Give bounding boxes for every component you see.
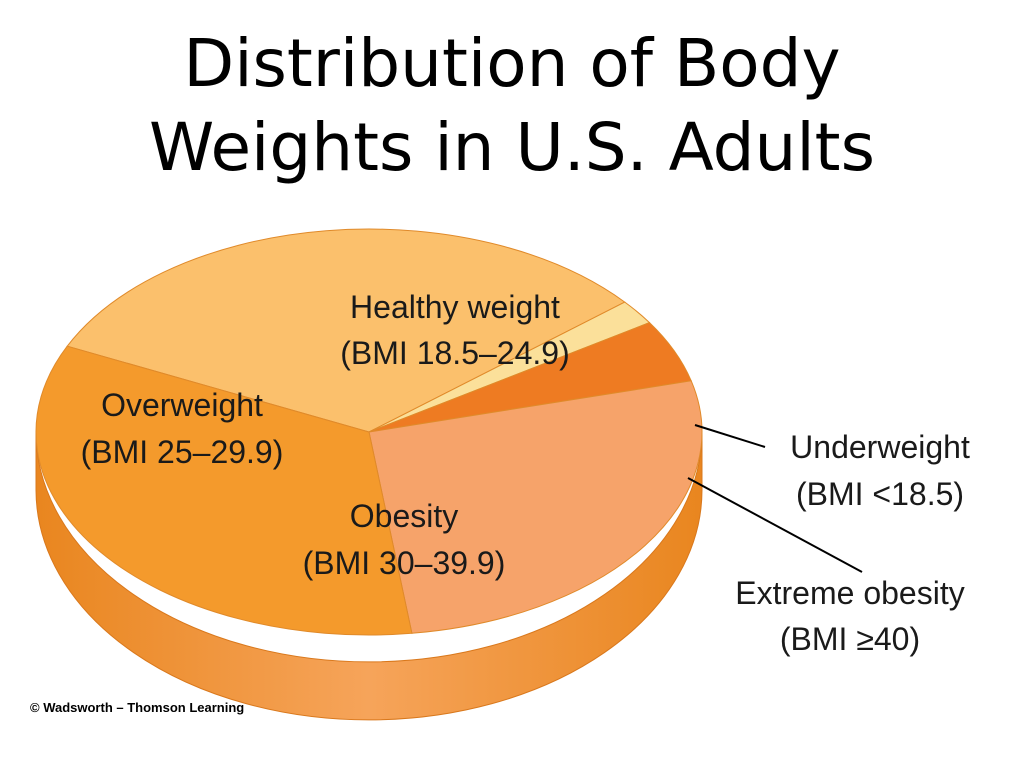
page-title: Distribution of Body Weights in U.S. Adu… xyxy=(0,22,1024,190)
leader-line-underweight xyxy=(694,424,766,448)
label-extreme-obesity: Extreme obesity xyxy=(735,575,964,611)
label-healthy-weight: Healthy weight xyxy=(350,289,560,325)
pie-slice-healthy-weight xyxy=(66,228,626,433)
label-overweight-bmi: (BMI 25–29.9) xyxy=(81,434,284,470)
credit-text: © Wadsworth – Thomson Learning xyxy=(30,700,245,715)
pie-side xyxy=(35,431,703,721)
label-healthy-weight-bmi: (BMI 18.5–24.9) xyxy=(340,335,569,371)
title-line-1: Distribution of Body xyxy=(183,25,841,102)
pie-slice-overweight xyxy=(35,345,413,636)
title-line-2: Weights in U.S. Adults xyxy=(149,109,875,186)
label-obesity: Obesity xyxy=(350,498,458,534)
label-underweight-bmi: (BMI <18.5) xyxy=(796,476,964,512)
label-overweight: Overweight xyxy=(101,387,263,423)
leader-line-extreme-obesity xyxy=(687,477,863,573)
label-obesity-bmi: (BMI 30–39.9) xyxy=(303,545,506,581)
label-extreme-obesity-bmi: (BMI ≥40) xyxy=(780,621,920,657)
label-underweight: Underweight xyxy=(790,429,970,465)
pie-slice-obesity xyxy=(368,380,703,634)
